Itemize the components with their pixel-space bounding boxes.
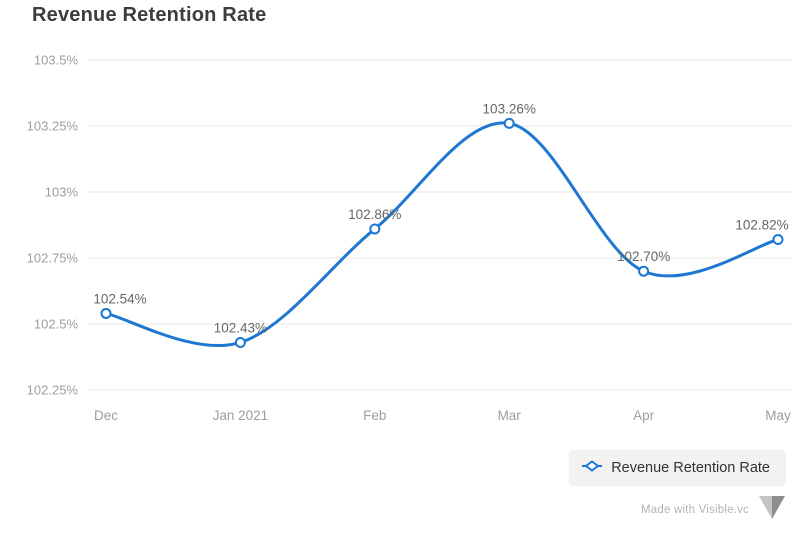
svg-text:Apr: Apr [633,408,655,423]
svg-text:102.54%: 102.54% [93,291,146,306]
svg-text:Dec: Dec [94,408,118,423]
svg-text:102.25%: 102.25% [27,383,79,398]
svg-text:Jan 2021: Jan 2021 [213,408,269,423]
watermark-text: Made with Visible.vc [641,504,749,516]
svg-text:102.70%: 102.70% [617,249,670,264]
svg-text:102.43%: 102.43% [214,320,267,335]
svg-text:102.75%: 102.75% [27,251,79,266]
legend-label: Revenue Retention Rate [611,460,770,476]
legend-item-revenue-retention-rate[interactable]: Revenue Retention Rate [569,450,786,486]
visible-logo-icon [757,495,787,526]
svg-text:Feb: Feb [363,408,386,423]
svg-text:103.5%: 103.5% [34,53,79,68]
svg-text:102.86%: 102.86% [348,207,401,222]
svg-text:103.25%: 103.25% [27,119,79,134]
svg-text:Mar: Mar [498,408,522,423]
svg-text:May: May [765,408,791,423]
chart-title: Revenue Retention Rate [32,4,267,26]
svg-text:102.82%: 102.82% [735,218,788,233]
svg-text:102.5%: 102.5% [34,317,79,332]
svg-text:103%: 103% [45,185,79,200]
legend-series-marker-icon [581,459,603,478]
svg-text:103.26%: 103.26% [483,101,536,116]
watermark-link[interactable]: Made with Visible.vc [641,495,787,526]
